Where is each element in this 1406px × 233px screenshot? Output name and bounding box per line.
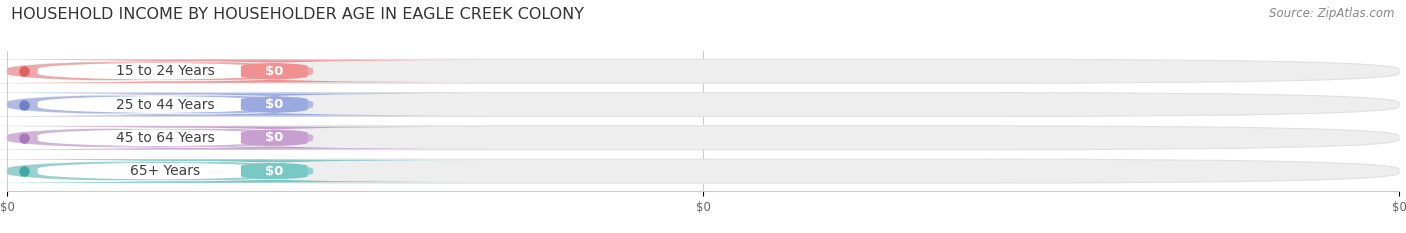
Text: HOUSEHOLD INCOME BY HOUSEHOLDER AGE IN EAGLE CREEK COLONY: HOUSEHOLD INCOME BY HOUSEHOLDER AGE IN E… [11, 7, 585, 22]
Text: Source: ZipAtlas.com: Source: ZipAtlas.com [1270, 7, 1395, 20]
FancyBboxPatch shape [0, 59, 425, 83]
Text: $0: $0 [266, 164, 284, 178]
FancyBboxPatch shape [7, 93, 1399, 116]
Text: $0: $0 [266, 65, 284, 78]
Text: 25 to 44 Years: 25 to 44 Years [115, 98, 214, 112]
Text: 65+ Years: 65+ Years [129, 164, 200, 178]
FancyBboxPatch shape [58, 127, 492, 149]
FancyBboxPatch shape [0, 95, 344, 114]
FancyBboxPatch shape [58, 60, 492, 82]
FancyBboxPatch shape [7, 159, 1399, 183]
Text: $0: $0 [266, 131, 284, 144]
FancyBboxPatch shape [0, 93, 425, 116]
Text: 15 to 24 Years: 15 to 24 Years [115, 64, 214, 78]
FancyBboxPatch shape [0, 161, 344, 181]
FancyBboxPatch shape [0, 126, 425, 150]
FancyBboxPatch shape [7, 59, 1399, 83]
FancyBboxPatch shape [58, 93, 492, 116]
Text: $0: $0 [266, 98, 284, 111]
FancyBboxPatch shape [0, 159, 425, 183]
FancyBboxPatch shape [0, 62, 344, 81]
Text: 45 to 64 Years: 45 to 64 Years [115, 131, 214, 145]
FancyBboxPatch shape [7, 126, 1399, 150]
FancyBboxPatch shape [58, 160, 492, 182]
FancyBboxPatch shape [0, 128, 344, 147]
